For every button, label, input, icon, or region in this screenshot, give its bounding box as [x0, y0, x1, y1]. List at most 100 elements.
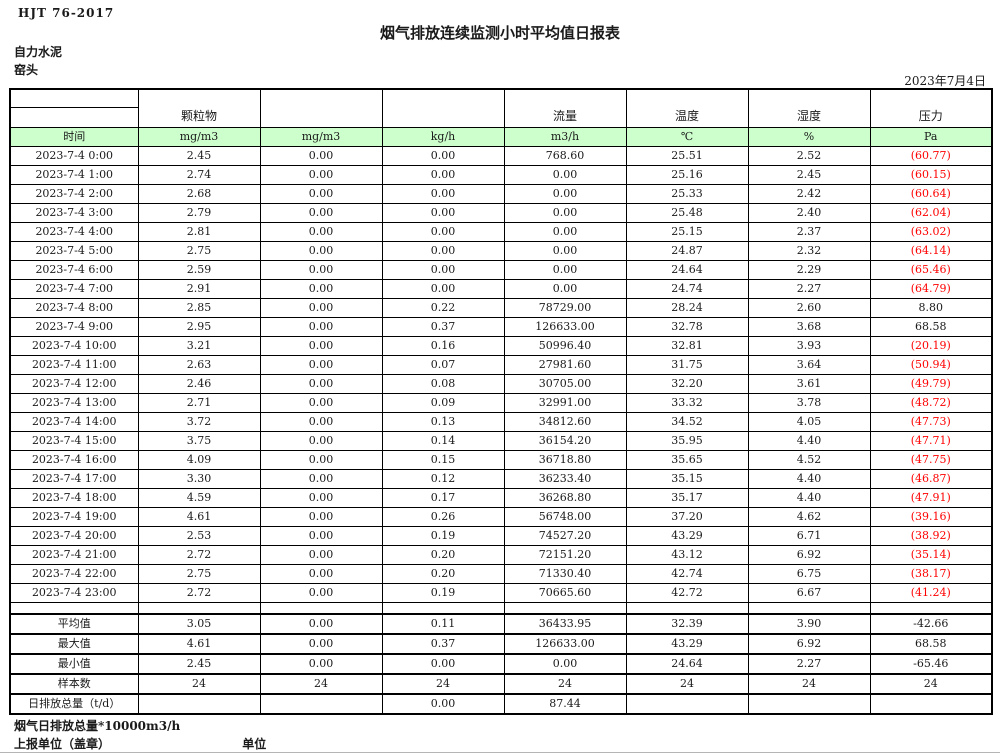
- value-cell: 74527.20: [503, 526, 627, 546]
- value-cell: 2.45: [137, 146, 261, 166]
- summary-value-cell: 24: [625, 673, 749, 695]
- value-cell: 3.75: [137, 431, 261, 451]
- value-cell: 42.74: [625, 564, 749, 584]
- value-cell: 78729.00: [503, 298, 627, 318]
- value-cell: 0.00: [259, 374, 383, 394]
- value-cell: 0.07: [381, 355, 505, 375]
- value-cell: 0.09: [381, 393, 505, 413]
- value-cell: 34.52: [625, 412, 749, 432]
- summary-value-cell: 126633.00: [503, 633, 627, 655]
- summary-row: 样本数 24 24 24 24 24 24 24: [9, 673, 993, 695]
- report-date: 2023年7月4日: [904, 74, 986, 88]
- value-cell: 3.78: [747, 393, 871, 413]
- table-row: 2023-7-4 4:00 2.81 0.00 0.00 0.00 25.15 2.37 (6…: [9, 222, 993, 242]
- value-cell: 34812.60: [503, 412, 627, 432]
- value-cell: 36268.80: [503, 488, 627, 508]
- table-row: 2023-7-4 21:00 2.72 0.00 0.20 72151.20 43.12 6…: [9, 545, 993, 565]
- time-cell: 2023-7-4 16:00: [9, 450, 139, 470]
- value-cell: 0.00: [259, 317, 383, 337]
- value-cell: 2.75: [137, 241, 261, 261]
- value-cell: 6.67: [747, 583, 871, 603]
- value-cell: 35.15: [625, 469, 749, 489]
- summary-value-cell: 3.90: [747, 613, 871, 635]
- table-row: 2023-7-4 2:00 2.68 0.00 0.00 0.00 25.33 2.42 (6…: [9, 184, 993, 204]
- value-cell: 0.00: [503, 241, 627, 261]
- time-cell: 2023-7-4 22:00: [9, 564, 139, 584]
- summary-label-cell: 样本数: [9, 673, 139, 695]
- value-cell: (47.71): [869, 431, 993, 451]
- value-cell: 0.00: [259, 146, 383, 166]
- value-cell: (49.79): [869, 374, 993, 394]
- value-cell: 0.20: [381, 564, 505, 584]
- table-row: 2023-7-4 9:00 2.95 0.00 0.37 126633.00 32.78 3…: [9, 317, 993, 337]
- value-cell: (46.87): [869, 469, 993, 489]
- value-cell: 2.74: [137, 165, 261, 185]
- summary-value-cell: 0.00: [381, 693, 505, 715]
- value-cell: 24.74: [625, 279, 749, 299]
- table-row: 2023-7-4 20:00 2.53 0.00 0.19 74527.20 43.29 6…: [9, 526, 993, 546]
- value-cell: 0.08: [381, 374, 505, 394]
- unit-label: 单位: [242, 737, 267, 751]
- value-cell: 2.42: [747, 184, 871, 204]
- summary-value-cell: [625, 693, 749, 715]
- value-cell: 0.22: [381, 298, 505, 318]
- value-cell: 0.12: [381, 469, 505, 489]
- table-row: 2023-7-4 3:00 2.79 0.00 0.00 0.00 25.48 2.40 (6…: [9, 203, 993, 223]
- value-cell: 0.00: [259, 260, 383, 280]
- value-cell: (64.79): [869, 279, 993, 299]
- value-cell: (20.19): [869, 336, 993, 356]
- footnote-total-emission: 烟气日排放总量*10000m3/h: [14, 719, 181, 733]
- value-cell: 0.00: [259, 469, 383, 489]
- value-cell: 25.51: [625, 146, 749, 166]
- time-cell: 2023-7-4 3:00: [9, 203, 139, 223]
- value-cell: 2.60: [747, 298, 871, 318]
- table-row: 2023-7-4 6:00 2.59 0.00 0.00 0.00 24.64 2.29 (6…: [9, 260, 993, 280]
- value-cell: (60.15): [869, 165, 993, 185]
- pollutant-group-header: 颗粒物: [137, 88, 261, 128]
- pollutant-group-header: [259, 88, 383, 128]
- value-cell: 35.17: [625, 488, 749, 508]
- value-cell: 25.48: [625, 203, 749, 223]
- time-column-header: 时间: [9, 127, 139, 147]
- time-cell: 2023-7-4 17:00: [9, 469, 139, 489]
- spacer-row: [9, 602, 993, 615]
- value-cell: 768.60: [503, 146, 627, 166]
- time-cell: 2023-7-4 9:00: [9, 317, 139, 337]
- value-cell: (47.75): [869, 450, 993, 470]
- group-header-row: 颗粒物 流量 温度 湿度 压力: [9, 88, 993, 128]
- value-cell: 0.00: [381, 260, 505, 280]
- value-cell: 2.40: [747, 203, 871, 223]
- summary-row: 平均值 3.05 0.00 0.11 36433.95 32.39 3.90 -42.66: [9, 613, 993, 635]
- value-cell: 126633.00: [503, 317, 627, 337]
- value-cell: 4.40: [747, 469, 871, 489]
- time-cell: 2023-7-4 18:00: [9, 488, 139, 508]
- time-cell: 2023-7-4 10:00: [9, 336, 139, 356]
- value-cell: (38.92): [869, 526, 993, 546]
- value-cell: 4.62: [747, 507, 871, 527]
- value-cell: 0.00: [259, 298, 383, 318]
- time-cell: 2023-7-4 15:00: [9, 431, 139, 451]
- value-cell: 0.00: [381, 146, 505, 166]
- value-cell: 35.95: [625, 431, 749, 451]
- summary-value-cell: 0.37: [381, 633, 505, 655]
- empty-cell: [747, 602, 871, 615]
- value-cell: 4.59: [137, 488, 261, 508]
- summary-value-cell: [259, 693, 383, 715]
- empty-cell: [137, 602, 261, 615]
- value-cell: 0.00: [503, 260, 627, 280]
- value-cell: 36233.40: [503, 469, 627, 489]
- table-row: 2023-7-4 12:00 2.46 0.00 0.08 30705.00 32.20 3…: [9, 374, 993, 394]
- value-cell: (35.14): [869, 545, 993, 565]
- value-cell: 30705.00: [503, 374, 627, 394]
- summary-value-cell: 24: [381, 673, 505, 695]
- summary-row: 最小值 2.45 0.00 0.00 0.00 24.64 2.27 -65.46: [9, 653, 993, 675]
- time-cell: 2023-7-4 13:00: [9, 393, 139, 413]
- value-cell: 0.15: [381, 450, 505, 470]
- value-cell: 6.75: [747, 564, 871, 584]
- value-cell: 0.00: [381, 165, 505, 185]
- value-cell: 0.00: [259, 564, 383, 584]
- value-cell: 2.45: [747, 165, 871, 185]
- empty-cell: [625, 602, 749, 615]
- value-cell: 35.65: [625, 450, 749, 470]
- summary-value-cell: 24: [137, 673, 261, 695]
